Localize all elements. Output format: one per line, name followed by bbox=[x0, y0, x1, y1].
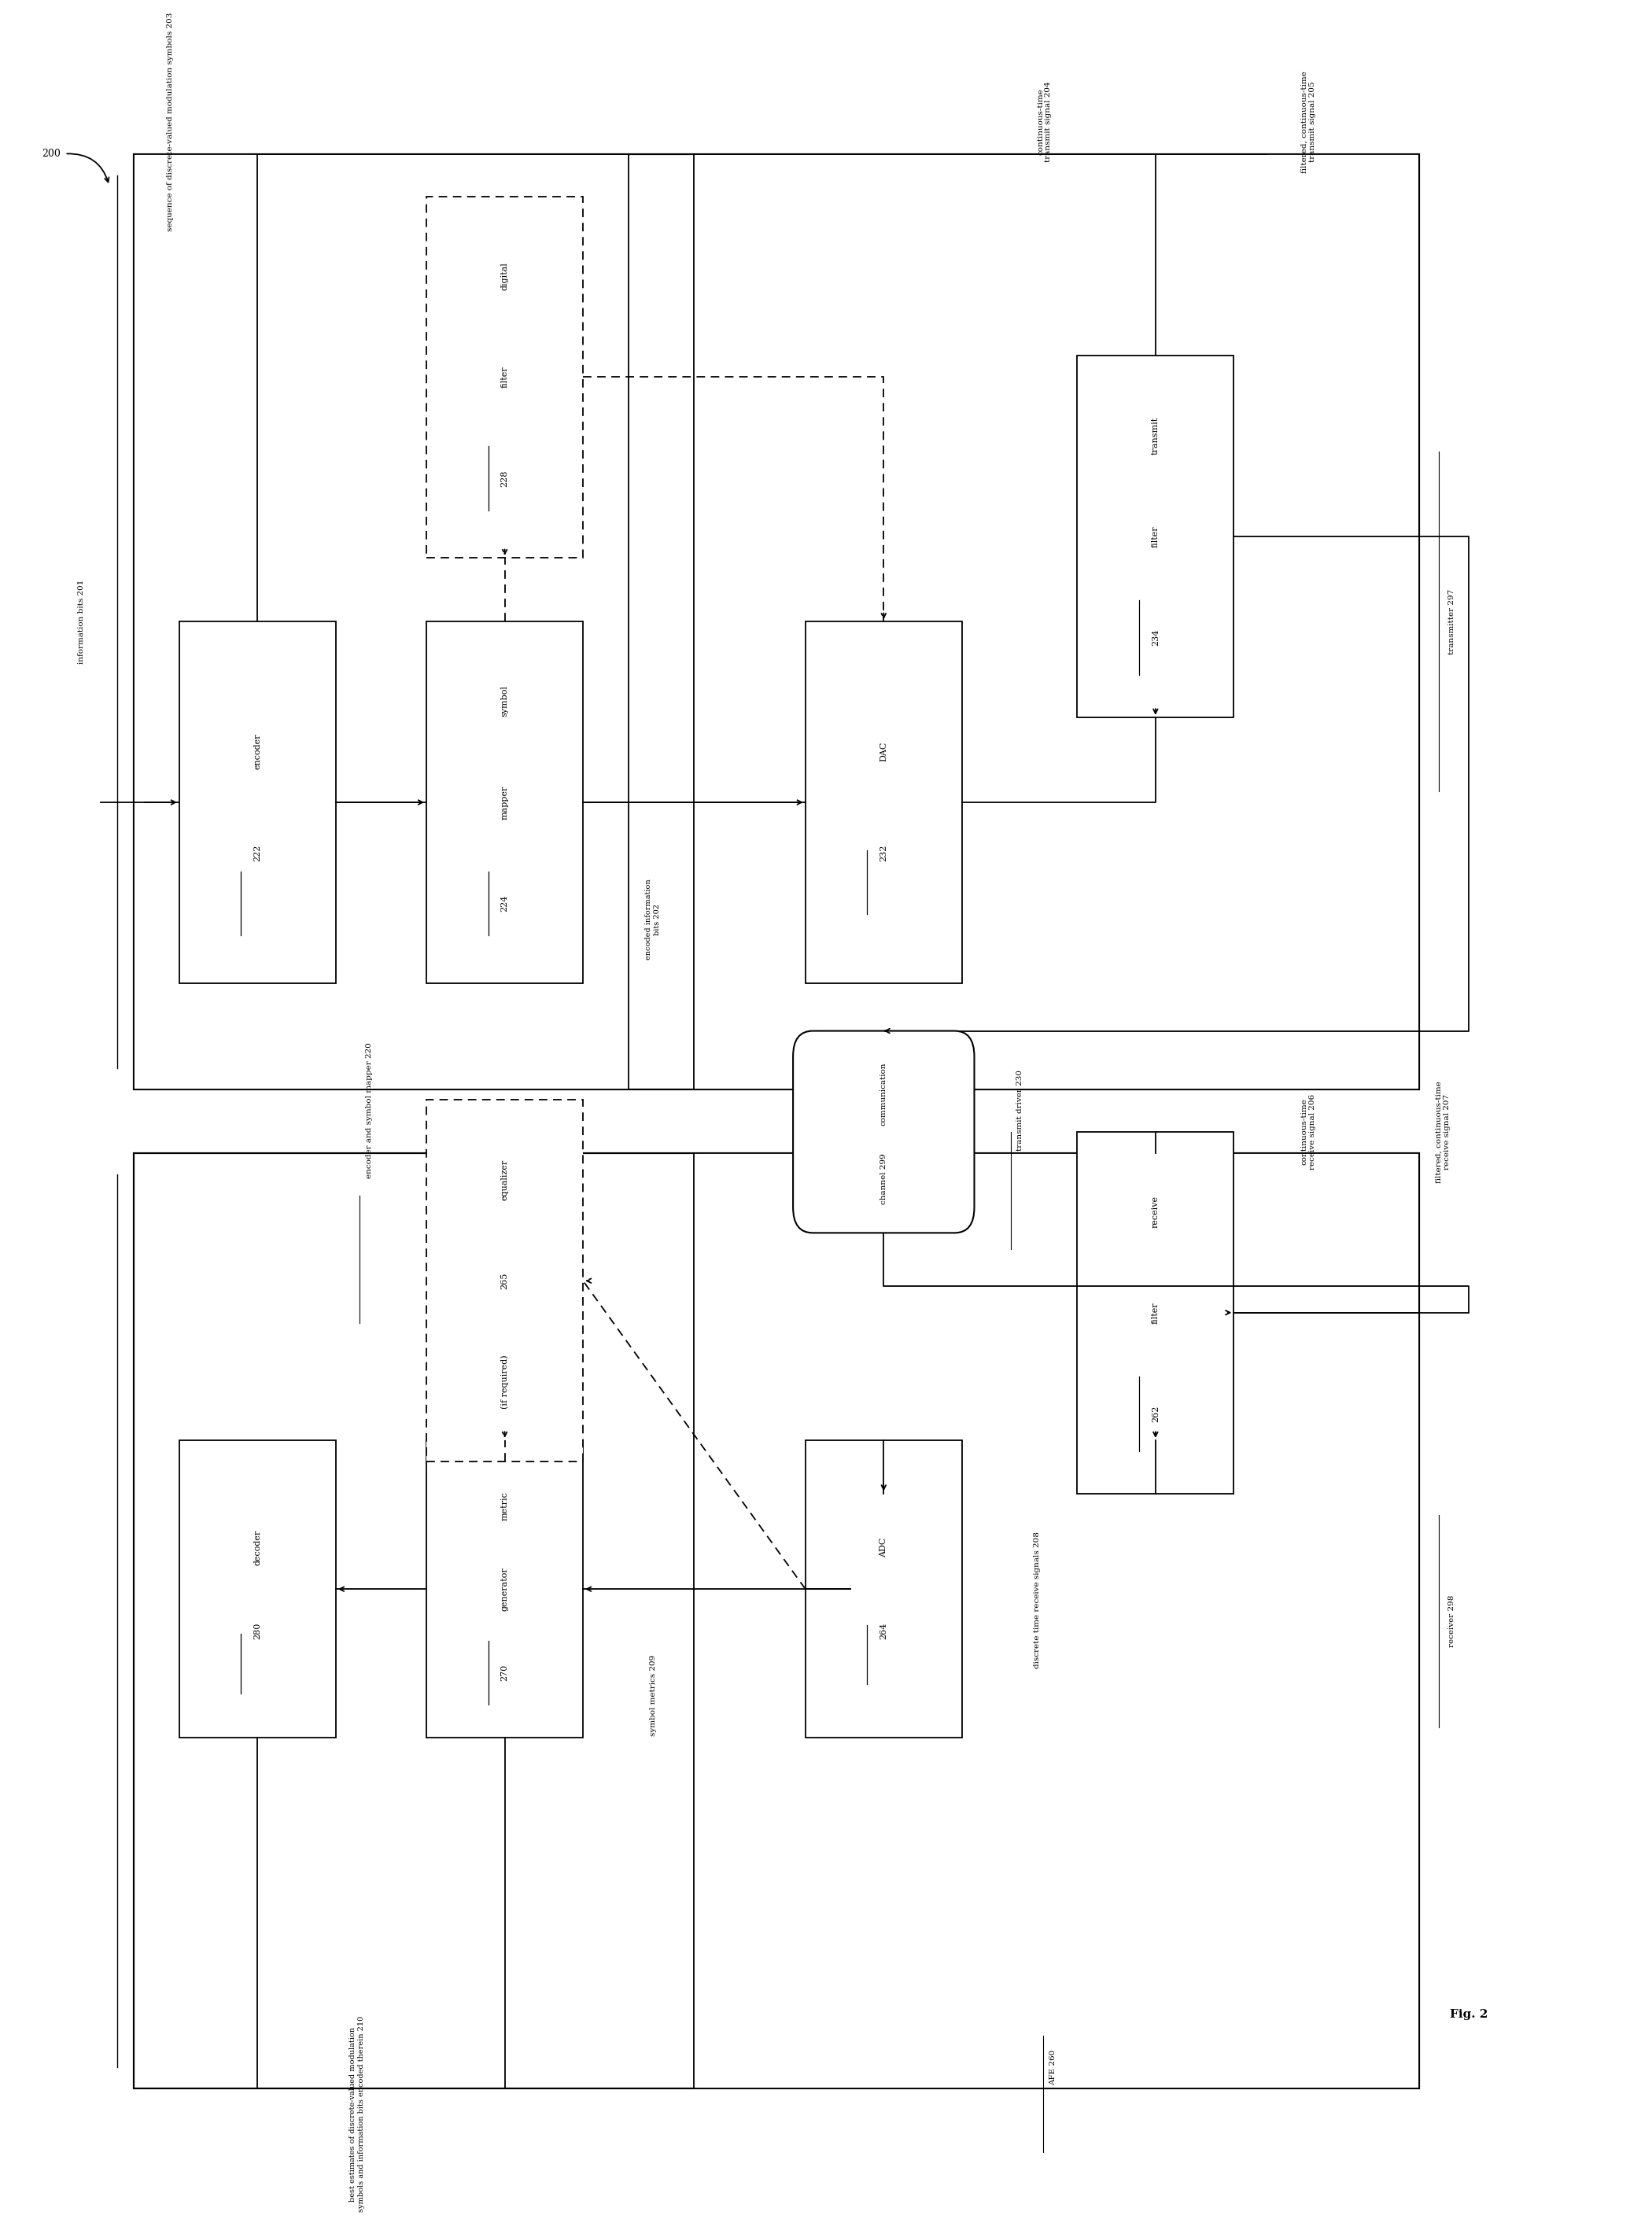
Bar bbox=[134, 1153, 1419, 2090]
Text: channel 299: channel 299 bbox=[881, 1153, 887, 1204]
Text: 265: 265 bbox=[501, 1273, 509, 1289]
Text: DAC: DAC bbox=[881, 743, 887, 763]
Bar bbox=[134, 154, 628, 1090]
Bar bbox=[426, 1099, 583, 1461]
Text: symbol metrics 209: symbol metrics 209 bbox=[649, 1655, 656, 1735]
Text: sequence of discrete-valued modulation symbols 203: sequence of discrete-valued modulation s… bbox=[167, 13, 173, 232]
Text: digital: digital bbox=[501, 261, 509, 290]
Text: filtered, continuous-time
receive signal 207: filtered, continuous-time receive signal… bbox=[1436, 1082, 1450, 1182]
Text: metric: metric bbox=[501, 1492, 509, 1521]
Text: AFE 260: AFE 260 bbox=[1049, 2049, 1057, 2085]
Text: 224: 224 bbox=[501, 894, 509, 912]
Text: 270: 270 bbox=[501, 1664, 509, 1681]
Text: encoded information
bits 202: encoded information bits 202 bbox=[646, 879, 661, 959]
Text: 232: 232 bbox=[881, 845, 887, 861]
Text: encoder and symbol mapper 220: encoder and symbol mapper 220 bbox=[365, 1044, 373, 1180]
Text: (if required): (if required) bbox=[501, 1356, 509, 1409]
Text: transmit: transmit bbox=[1151, 417, 1160, 455]
Text: generator: generator bbox=[501, 1568, 509, 1610]
Text: Fig. 2: Fig. 2 bbox=[1449, 2009, 1487, 2020]
Text: 222: 222 bbox=[254, 845, 261, 861]
Text: communication: communication bbox=[881, 1061, 887, 1126]
Text: 200: 200 bbox=[43, 149, 61, 158]
Text: 280: 280 bbox=[254, 1621, 261, 1639]
Bar bbox=[426, 622, 583, 983]
Bar bbox=[694, 154, 1419, 1090]
Text: information bits 201: information bits 201 bbox=[78, 580, 84, 665]
Text: 262: 262 bbox=[1151, 1405, 1160, 1423]
Text: filter: filter bbox=[1151, 1302, 1160, 1322]
Text: discrete time receive signals 208: discrete time receive signals 208 bbox=[1034, 1532, 1041, 1668]
Bar bbox=[694, 1153, 1419, 2090]
Bar bbox=[426, 1441, 583, 1737]
Bar bbox=[180, 1441, 335, 1737]
Text: symbol: symbol bbox=[501, 685, 509, 716]
Text: equalizer: equalizer bbox=[501, 1160, 509, 1200]
Text: continuous-time
receive signal 206: continuous-time receive signal 206 bbox=[1300, 1095, 1315, 1171]
Bar bbox=[180, 622, 335, 983]
Bar bbox=[806, 1441, 961, 1737]
Bar bbox=[806, 622, 961, 983]
Text: transmitter 297: transmitter 297 bbox=[1449, 589, 1455, 653]
Text: filter: filter bbox=[501, 366, 509, 388]
Text: filtered, continuous-time
transmit signal 205: filtered, continuous-time transmit signa… bbox=[1300, 71, 1315, 174]
Text: ADC: ADC bbox=[881, 1536, 887, 1557]
Text: decoder: decoder bbox=[254, 1530, 261, 1565]
Text: best estimates of discrete-valued modulation
symbols and information bits encode: best estimates of discrete-valued modula… bbox=[350, 2016, 365, 2212]
Text: encoder: encoder bbox=[254, 734, 261, 769]
Text: receive: receive bbox=[1151, 1195, 1160, 1226]
Text: transmit driver 230: transmit driver 230 bbox=[1016, 1070, 1024, 1151]
Text: 234: 234 bbox=[1151, 629, 1160, 647]
Text: mapper: mapper bbox=[501, 785, 509, 818]
Text: 228: 228 bbox=[501, 471, 509, 486]
Bar bbox=[1077, 1133, 1234, 1494]
Text: receiver 298: receiver 298 bbox=[1449, 1594, 1455, 1648]
FancyBboxPatch shape bbox=[793, 1030, 975, 1233]
Text: 264: 264 bbox=[881, 1621, 887, 1639]
Bar bbox=[426, 196, 583, 558]
Bar bbox=[134, 154, 1419, 1090]
Text: filter: filter bbox=[1151, 526, 1160, 546]
Text: continuous-time
transmit signal 204: continuous-time transmit signal 204 bbox=[1037, 83, 1052, 163]
Bar bbox=[1077, 357, 1234, 718]
